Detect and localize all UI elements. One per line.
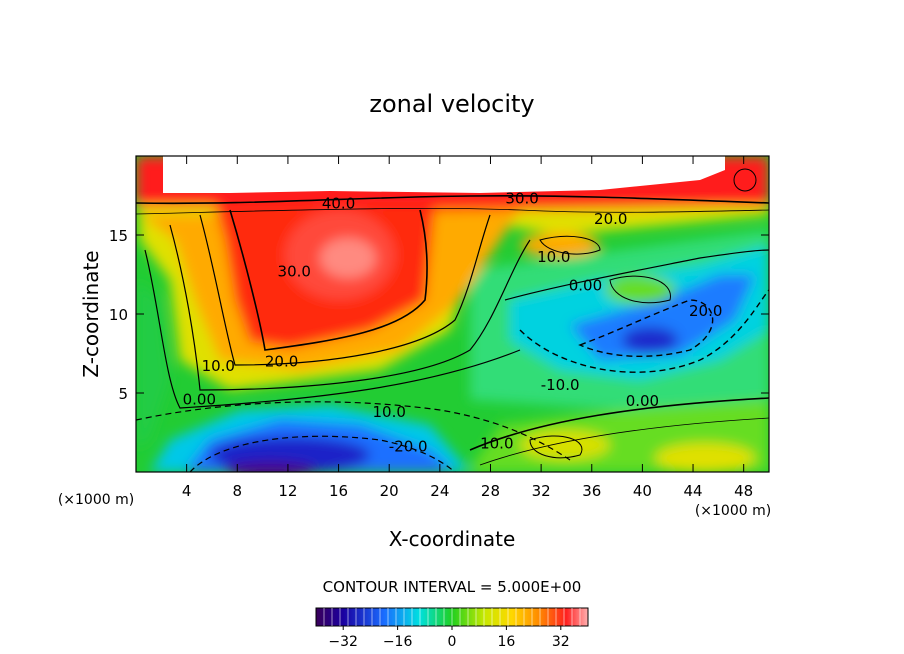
x-tick-label: 32 xyxy=(532,482,551,500)
x-unit-label-left: (×1000 m) xyxy=(58,492,134,508)
colorbar-ticks: −32 −16 0 16 32 xyxy=(328,626,570,650)
x-unit-label-right: (×1000 m) xyxy=(695,503,771,519)
contour-label: -10.0 xyxy=(541,376,580,394)
x-tick-label: 24 xyxy=(430,482,449,500)
y-tick-label: 15 xyxy=(109,227,128,245)
colorbar-stripes xyxy=(323,608,581,626)
x-tick-label: 48 xyxy=(734,482,753,500)
x-axis-label: X-coordinate xyxy=(389,527,516,551)
x-tick-label: 36 xyxy=(582,482,601,500)
contour-label: 10.0 xyxy=(372,403,405,421)
y-axis-ticks: 5 10 15 xyxy=(109,227,769,403)
x-tick-label: 40 xyxy=(633,482,652,500)
contour-label: 10.0 xyxy=(202,357,235,375)
x-tick-label: 28 xyxy=(481,482,500,500)
contour-label: -20.0 xyxy=(389,438,428,456)
contour-labels: 40.0 30.0 20.0 30.0 10.0 0.00 20.0 20.0 10.0 0.00… xyxy=(183,190,723,456)
contour-label: 10.0 xyxy=(480,435,513,453)
y-tick-label: 5 xyxy=(118,385,128,403)
y-tick-label: 10 xyxy=(109,306,128,324)
contour-label: 20.0 xyxy=(594,210,627,228)
colorbar-tick-label: 16 xyxy=(497,634,515,650)
colorbar-tick-label: −16 xyxy=(383,634,413,650)
x-tick-label: 12 xyxy=(278,482,297,500)
contour-interval-text: CONTOUR INTERVAL = 5.000E+00 xyxy=(323,578,582,596)
contour-label: 0.00 xyxy=(569,277,602,295)
colorbar-tick-label: −32 xyxy=(328,634,358,650)
chart-title: zonal velocity xyxy=(369,90,534,118)
masked-region xyxy=(163,156,725,193)
y-axis-label: Z-coordinate xyxy=(79,250,103,377)
contour-label: 0.00 xyxy=(183,390,216,408)
plot-area xyxy=(136,156,769,472)
x-axis-ticks: 4 8 12 16 20 24 28 32 36 40 44 48 xyxy=(182,156,753,500)
x-tick-label: 44 xyxy=(683,482,702,500)
colorbar: −32 −16 0 16 32 xyxy=(315,607,589,650)
colorbar-tick-label: 0 xyxy=(448,634,457,650)
x-tick-label: 4 xyxy=(182,482,192,500)
contour-label: 40.0 xyxy=(322,194,355,212)
x-tick-label: 8 xyxy=(233,482,243,500)
contour-label: 30.0 xyxy=(505,190,538,208)
x-tick-label: 16 xyxy=(329,482,348,500)
contour-label: 30.0 xyxy=(278,262,311,280)
colorbar-tick-label: 32 xyxy=(552,634,570,650)
contour-lines xyxy=(136,168,769,472)
contour-label: 0.00 xyxy=(626,392,659,410)
contour-label: 20.0 xyxy=(265,352,298,370)
contour-label: 10.0 xyxy=(537,248,570,266)
contour-label: 20.0 xyxy=(689,302,722,320)
x-tick-label: 20 xyxy=(380,482,399,500)
